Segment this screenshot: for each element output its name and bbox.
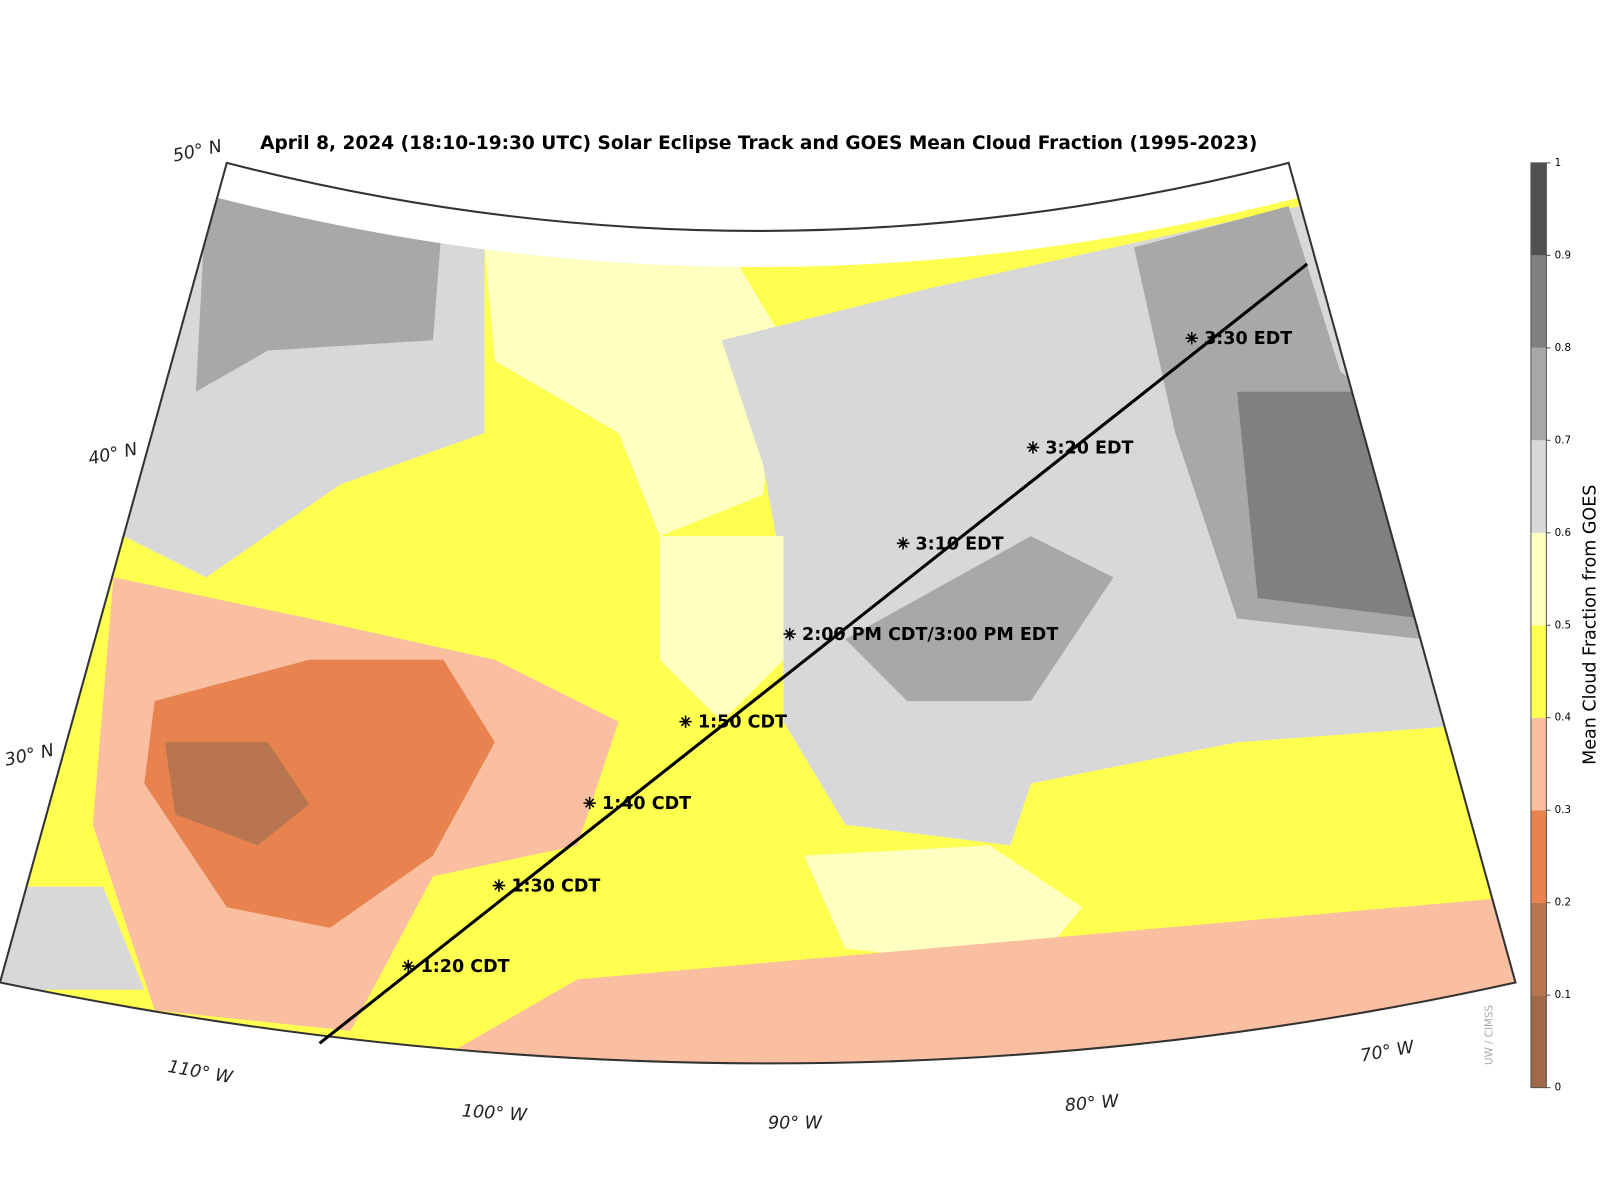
colorbar-band xyxy=(1530,347,1547,441)
longitude-label: 100° W xyxy=(461,1101,528,1126)
track-marker xyxy=(402,959,415,973)
track-time-label: 2:00 PM CDT/3:00 PM EDT xyxy=(802,625,1058,645)
longitude-label: 80° W xyxy=(1064,1091,1120,1116)
map-frame xyxy=(0,161,1517,1065)
latitude-label: 30° N xyxy=(3,741,56,771)
colorbar-tick-label: 0.4 xyxy=(1555,712,1571,724)
eclipse-track xyxy=(318,262,1309,1045)
colorbar-band xyxy=(1530,255,1547,348)
colorbar-band xyxy=(1530,440,1547,533)
latitude-label: 40° N xyxy=(87,440,140,470)
track-time-label: 3:20 EDT xyxy=(1045,438,1133,458)
credit: UW / CIMSS xyxy=(1484,1005,1496,1065)
track-marker xyxy=(679,715,692,728)
track-time-label: 1:40 CDT xyxy=(602,794,691,814)
longitude-label: 90° W xyxy=(768,1114,823,1134)
colorbar-tick-label: 1 xyxy=(1555,157,1562,169)
colorbar-band xyxy=(1530,995,1547,1088)
track-time-label: 3:10 EDT xyxy=(915,534,1003,554)
colorbar-tick-label: 0.6 xyxy=(1555,527,1571,539)
colorbar-band xyxy=(1530,810,1547,903)
track-marker xyxy=(1185,331,1198,345)
colorbar: 0 0.1 0.2 0.3 0.4 0.5 0.6 0.7 0.8 0.9 1 xyxy=(1530,157,1571,1094)
colorbar-tick-label: 0.8 xyxy=(1555,342,1571,354)
colorbar-band xyxy=(1530,717,1547,811)
colorbar-tick-label: 0.3 xyxy=(1555,804,1571,816)
track-time-label: 3:30 EDT xyxy=(1204,329,1292,349)
track-marker xyxy=(896,537,910,550)
colorbar-tick-label: 0.9 xyxy=(1555,249,1571,261)
track-time-label: 1:30 CDT xyxy=(511,877,600,897)
map-title: April 8, 2024 (18:10-19:30 UTC) Solar Ec… xyxy=(260,133,1257,154)
longitude-label: 110° W xyxy=(166,1057,234,1088)
colorbar-band xyxy=(1530,902,1547,996)
colorbar-tick-label: 0 xyxy=(1555,1082,1562,1094)
track-marker xyxy=(1026,441,1040,454)
colorbar-label: Mean Cloud Fraction from GOES xyxy=(1581,485,1600,765)
track-marker xyxy=(783,627,796,641)
track-time-label: 1:50 CDT xyxy=(698,713,787,733)
colorbar-tick-label: 0.1 xyxy=(1555,989,1571,1001)
latitude-label: 50° N xyxy=(171,137,224,167)
track-time-label: 1:20 CDT xyxy=(421,957,510,977)
colorbar-band xyxy=(1530,162,1547,256)
track-marker xyxy=(492,879,506,892)
colorbar-tick-label: 0.5 xyxy=(1555,619,1571,631)
colorbar-tick-label: 0.2 xyxy=(1555,897,1571,909)
colorbar-band xyxy=(1530,625,1547,718)
track-marker xyxy=(583,796,596,810)
colorbar-band xyxy=(1530,532,1547,626)
cloud-field xyxy=(0,162,1516,1064)
longitude-label: 70° W xyxy=(1359,1037,1416,1066)
colorbar-tick-label: 0.7 xyxy=(1555,434,1571,446)
